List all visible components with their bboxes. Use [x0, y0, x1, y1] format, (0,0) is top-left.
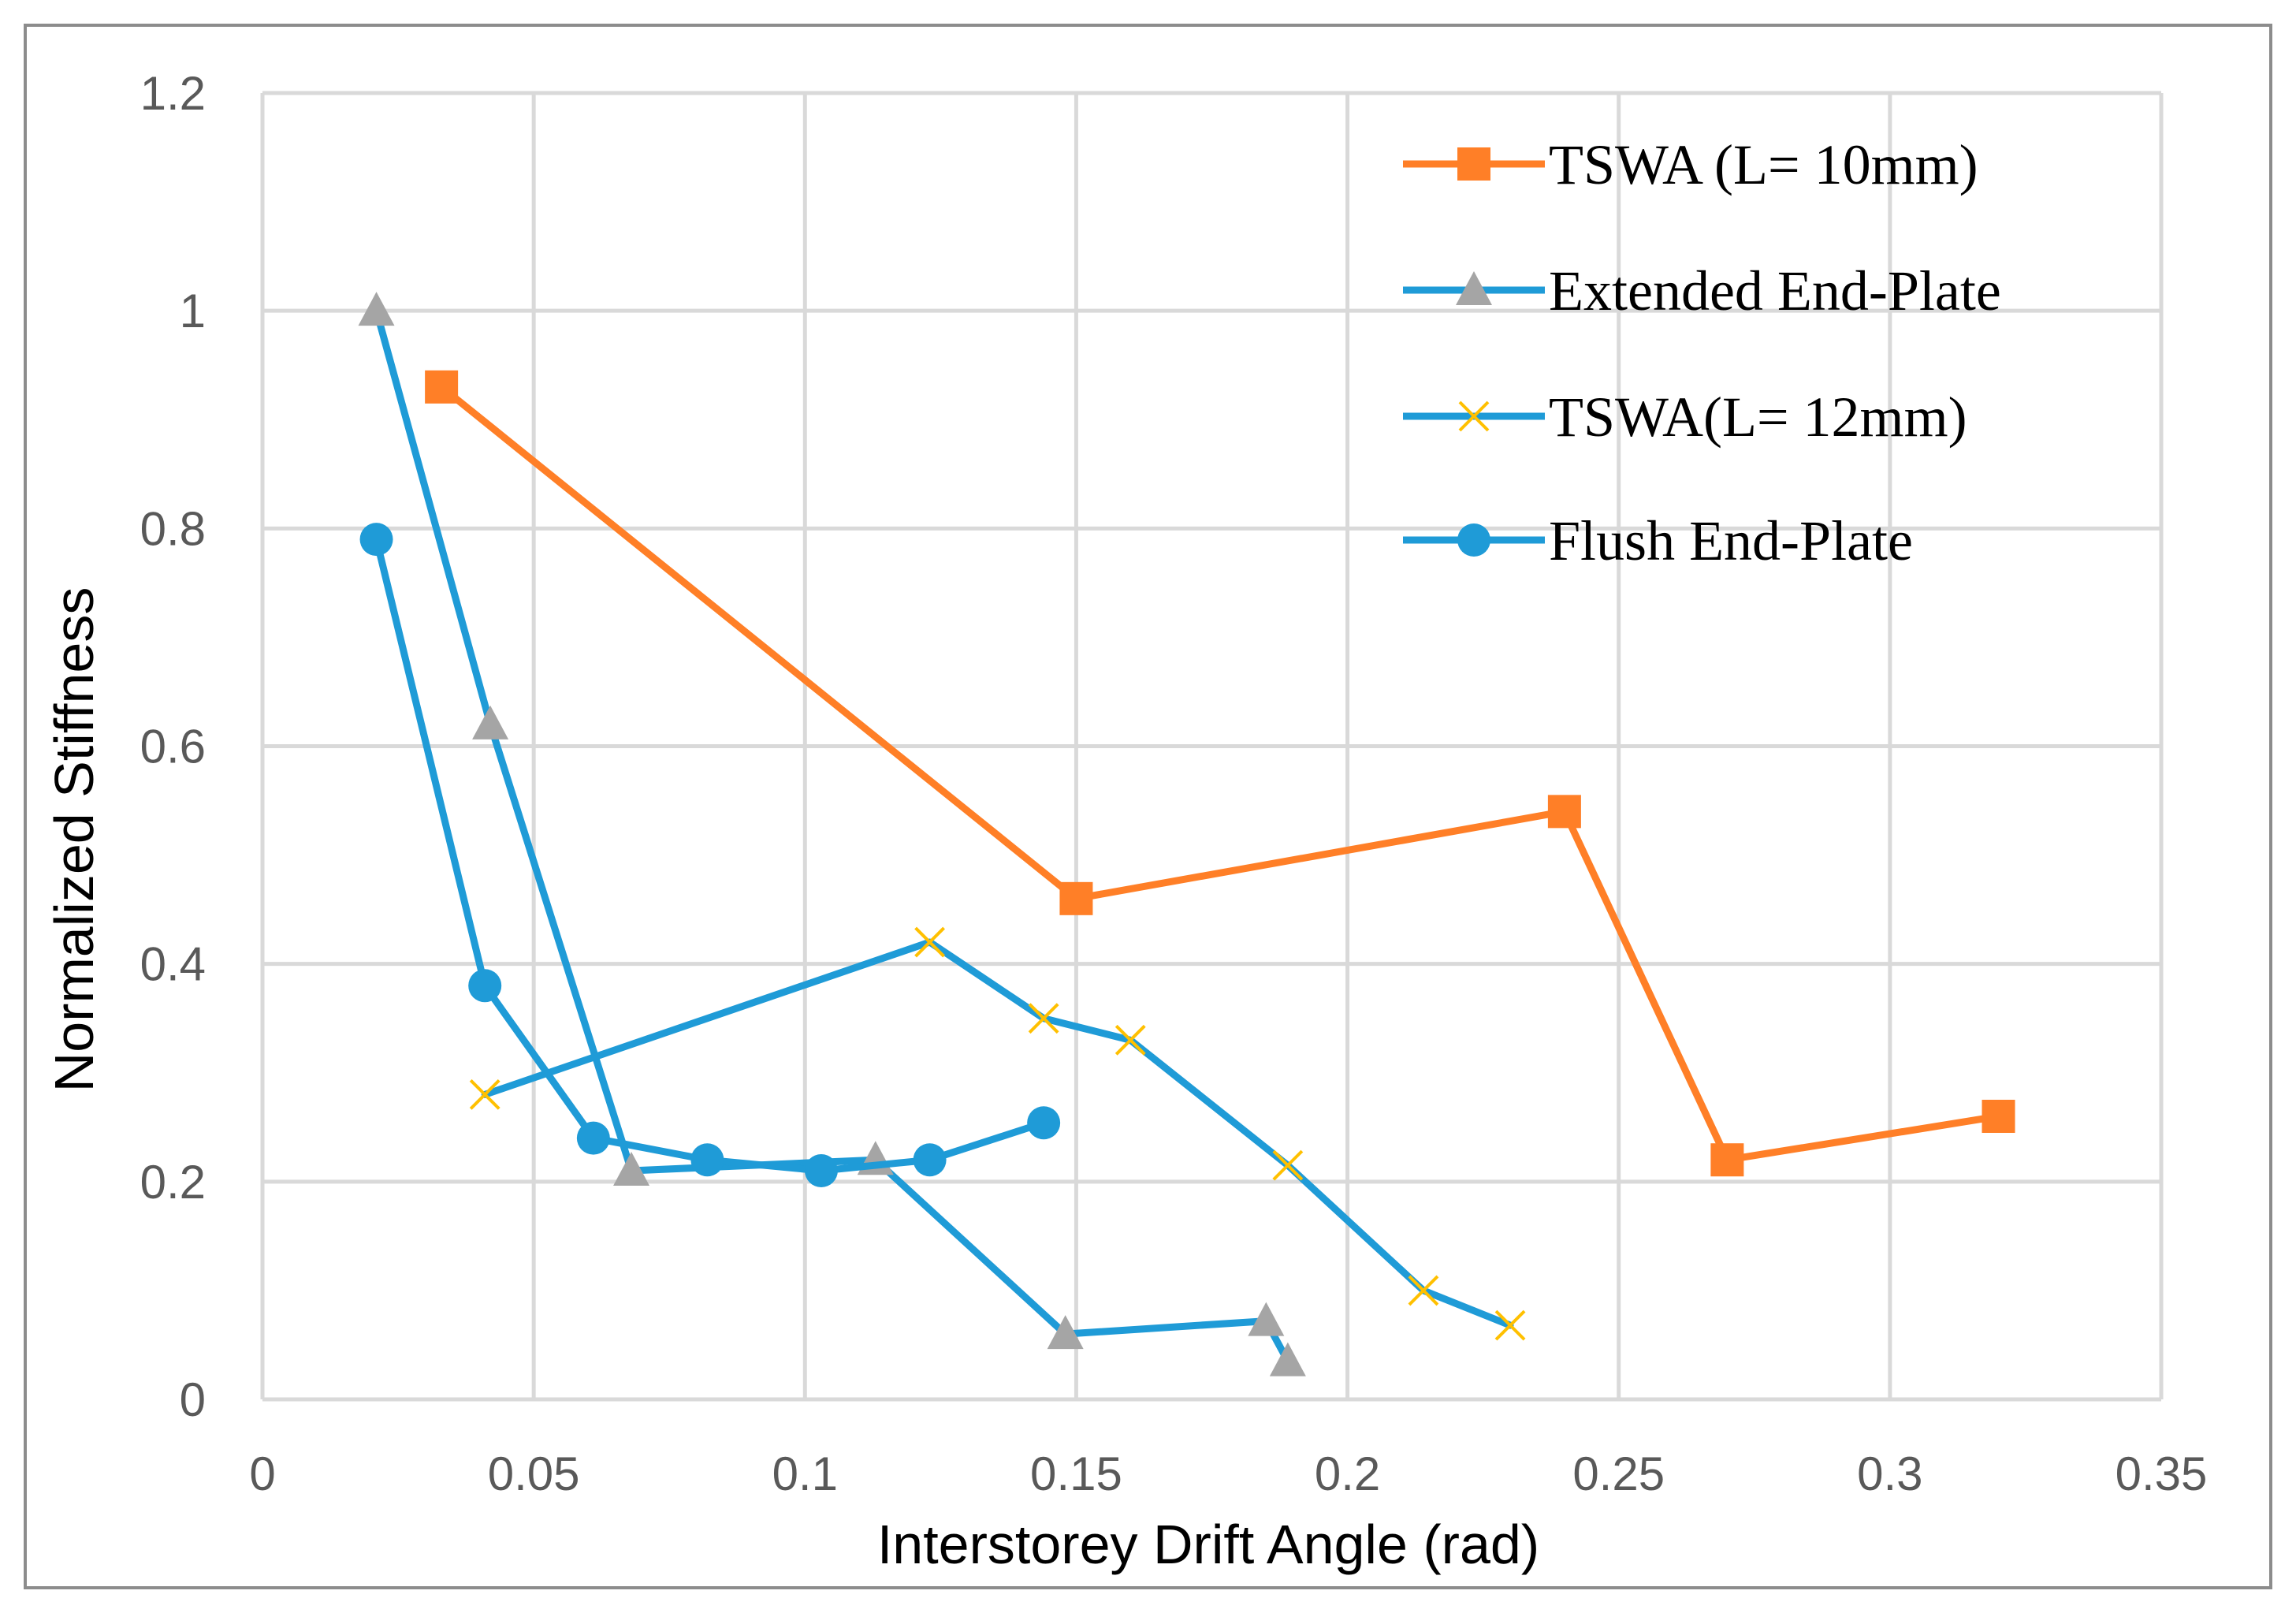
y-tick-label: 0.8: [140, 502, 206, 555]
legend-item: TSWA(L= 12mm): [1403, 386, 1967, 449]
data-point: [469, 1078, 501, 1110]
y-tick-label: 0.4: [140, 938, 206, 991]
series: [358, 292, 2015, 1376]
legend-label: Extended End-Plate: [1549, 259, 2001, 322]
data-point: [358, 292, 395, 326]
legend-swatch-marker: [1457, 147, 1490, 181]
data-point: [914, 926, 946, 958]
data-point: [1028, 1003, 1059, 1034]
grid: [260, 91, 2164, 1402]
legend: TSWA (L= 10mm) Extended End-Plate TSWA(L= …: [1403, 133, 2001, 572]
y-tick-label: 1.2: [140, 67, 206, 120]
data-point: [1494, 1309, 1526, 1341]
series-line: [373, 535, 1048, 1175]
x-axis-title: Interstorey Drift Angle (rad): [877, 1514, 1539, 1575]
data-point: [468, 969, 502, 1003]
data-point: [690, 1143, 724, 1177]
y-tick-label: 0: [180, 1373, 206, 1426]
legend-label: TSWA (L= 10mm): [1549, 133, 1978, 196]
data-point: [1059, 881, 1093, 915]
legend-item: Extended End-Plate: [1403, 259, 2001, 322]
data-point: [613, 1152, 650, 1186]
x-tick-label: 0.15: [1030, 1447, 1122, 1500]
legend-label: Flush End-Plate: [1549, 509, 1913, 572]
y-axis-title: Normalized Stiffness: [43, 587, 105, 1093]
data-point: [1047, 1315, 1084, 1350]
data-point: [1027, 1106, 1061, 1140]
series-line: [373, 307, 1292, 1365]
legend-label: TSWA(L= 12mm): [1549, 386, 1967, 449]
x-tick-label: 0.2: [1315, 1447, 1380, 1500]
x-tick-label: 0.05: [488, 1447, 580, 1500]
data-point: [472, 705, 509, 739]
data-point: [1408, 1275, 1439, 1306]
y-tick-label: 0.6: [140, 721, 206, 773]
tick-labels: 0 0.05 0.1 0.15 0.2 0.25 0.3 0.35 0 0.2 0.4 0.6 0.8 1…: [140, 67, 2208, 1500]
x-tick-label: 0.35: [2116, 1447, 2208, 1500]
data-point: [1982, 1099, 2015, 1133]
data-point: [1547, 795, 1581, 829]
legend-swatch-marker: [1458, 400, 1490, 432]
series-4: [359, 523, 1061, 1188]
data-point: [913, 1143, 947, 1177]
y-tick-label: 0.2: [140, 1156, 206, 1209]
legend-swatch-marker: [1457, 523, 1490, 557]
series-2: [358, 292, 1306, 1376]
data-point: [1115, 1024, 1146, 1056]
data-point: [1269, 1342, 1306, 1376]
series-3: [469, 926, 1526, 1341]
y-tick-label: 1: [180, 285, 206, 337]
data-point: [1272, 1149, 1304, 1181]
data-point: [425, 370, 459, 404]
data-point: [359, 523, 393, 557]
data-point: [576, 1121, 610, 1155]
legend-item: TSWA (L= 10mm): [1403, 133, 1978, 196]
legend-item: Flush End-Plate: [1403, 509, 1913, 572]
data-point: [804, 1154, 838, 1188]
data-point: [1710, 1143, 1744, 1177]
series-1: [425, 370, 2015, 1177]
x-tick-label: 0: [249, 1447, 275, 1500]
data-point: [1248, 1302, 1285, 1336]
x-tick-label: 0.1: [772, 1447, 838, 1500]
x-tick-label: 0.25: [1572, 1447, 1665, 1500]
legend-swatch-marker: [1456, 271, 1492, 305]
series-line: [437, 383, 2003, 1164]
x-tick-label: 0.3: [1857, 1447, 1922, 1500]
